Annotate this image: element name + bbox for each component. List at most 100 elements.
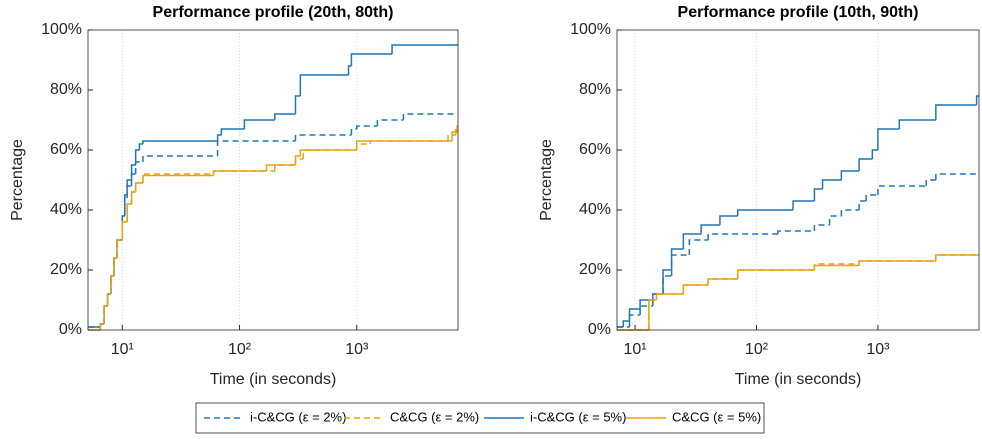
step-segment: [142, 155, 218, 162]
x-axis-label: Time (in seconds): [210, 371, 337, 388]
x-tick-label: 10¹: [623, 341, 646, 358]
x-tick-label: 10²: [228, 341, 252, 358]
step-segment: [840, 209, 860, 216]
y-tick-label: 100%: [41, 21, 82, 38]
chart-title: Performance profile (20th, 80th): [153, 4, 394, 21]
step-segment: [106, 293, 111, 306]
step-segment: [113, 257, 117, 276]
step-segment: [898, 119, 936, 129]
step-segment: [858, 158, 873, 171]
step-segment: [639, 305, 653, 315]
step-segment: [662, 269, 672, 294]
step-segment: [707, 233, 778, 240]
step-segment: [813, 224, 830, 231]
step-segment: [682, 284, 709, 294]
step-segment: [736, 269, 815, 279]
step-segment: [840, 170, 860, 180]
step-segment: [110, 275, 115, 294]
step-segment: [138, 143, 143, 150]
step-segment: [828, 215, 842, 225]
step-segment: [220, 128, 245, 135]
step-segment: [975, 95, 979, 105]
chart-title: Performance profile (10th, 90th): [678, 4, 919, 21]
step-segment: [299, 149, 357, 156]
step-segment: [792, 200, 815, 210]
x-axis-label: Time (in seconds): [735, 371, 862, 388]
step-segment: [124, 194, 128, 216]
plot-area: [88, 30, 458, 330]
step-segment: [777, 230, 815, 234]
step-segment: [391, 44, 458, 54]
step-segment: [688, 239, 709, 255]
step-segment: [134, 182, 143, 192]
y-tick-label: 20%: [50, 261, 82, 278]
step-segment: [376, 119, 404, 126]
step-segment: [99, 323, 105, 330]
step-segment: [865, 194, 878, 201]
x-tick-label: 10³: [345, 341, 369, 358]
legend-box: [195, 402, 765, 434]
step-segment: [447, 134, 456, 141]
step-segment: [858, 200, 867, 210]
step-segment: [350, 53, 393, 66]
y-tick-label: 20%: [579, 261, 611, 278]
y-tick-label: 40%: [579, 201, 611, 218]
step-segment: [134, 149, 140, 165]
step-segment: [347, 65, 352, 75]
axes-box: [87, 29, 459, 331]
step-segment: [116, 239, 123, 258]
step-segment: [350, 128, 357, 135]
step-segment: [925, 179, 936, 186]
x-tick-label: 10¹: [111, 341, 134, 358]
x-tick-label: 10²: [745, 341, 769, 358]
step-segment: [935, 254, 979, 261]
step-segment: [935, 173, 979, 180]
step-segment: [265, 164, 296, 171]
y-tick-label: 40%: [50, 201, 82, 218]
step-segment: [130, 191, 136, 204]
step-segment: [655, 293, 684, 300]
legend-label: i-C&CG (ε = 5%): [530, 409, 626, 424]
y-tick-label: 80%: [579, 81, 611, 98]
y-tick-label: 0%: [59, 321, 82, 338]
step-segment: [736, 209, 794, 216]
y-axis-label: Percentage: [538, 139, 555, 221]
step-segment: [126, 203, 132, 222]
step-segment: [707, 278, 738, 285]
y-tick-label: 100%: [570, 21, 611, 38]
step-segment: [212, 170, 267, 176]
step-segment: [294, 134, 352, 141]
step-segment: [648, 299, 657, 330]
step-segment: [130, 164, 136, 180]
step-segment: [670, 248, 684, 270]
step-segment: [121, 221, 128, 240]
step-segment: [103, 305, 108, 324]
step-segment: [356, 140, 453, 150]
plot-area: [617, 30, 979, 330]
step-segment: [628, 308, 641, 321]
step-segment: [622, 320, 630, 327]
step-segment: [216, 134, 222, 141]
step-segment: [294, 95, 301, 114]
step-segment: [821, 179, 842, 189]
step-segment: [719, 215, 738, 225]
step-segment: [142, 140, 218, 144]
step-segment: [356, 125, 378, 129]
step-segment: [700, 224, 720, 234]
step-segment: [813, 264, 860, 270]
y-tick-label: 60%: [579, 141, 611, 158]
legend-label: i-C&CG (ε = 2%): [250, 409, 346, 424]
x-tick-label: 10³: [866, 341, 890, 358]
y-tick-label: 0%: [588, 321, 611, 338]
step-segment: [243, 119, 275, 129]
step-segment: [294, 155, 301, 165]
legend-label: C&CG (ε = 5%): [672, 409, 761, 424]
y-axis-label: Percentage: [9, 139, 26, 221]
step-segment: [402, 113, 458, 120]
step-segment: [877, 185, 927, 195]
step-segment: [142, 174, 214, 183]
step-segment: [858, 260, 936, 266]
step-segment: [299, 74, 349, 96]
step-segment: [451, 131, 458, 141]
